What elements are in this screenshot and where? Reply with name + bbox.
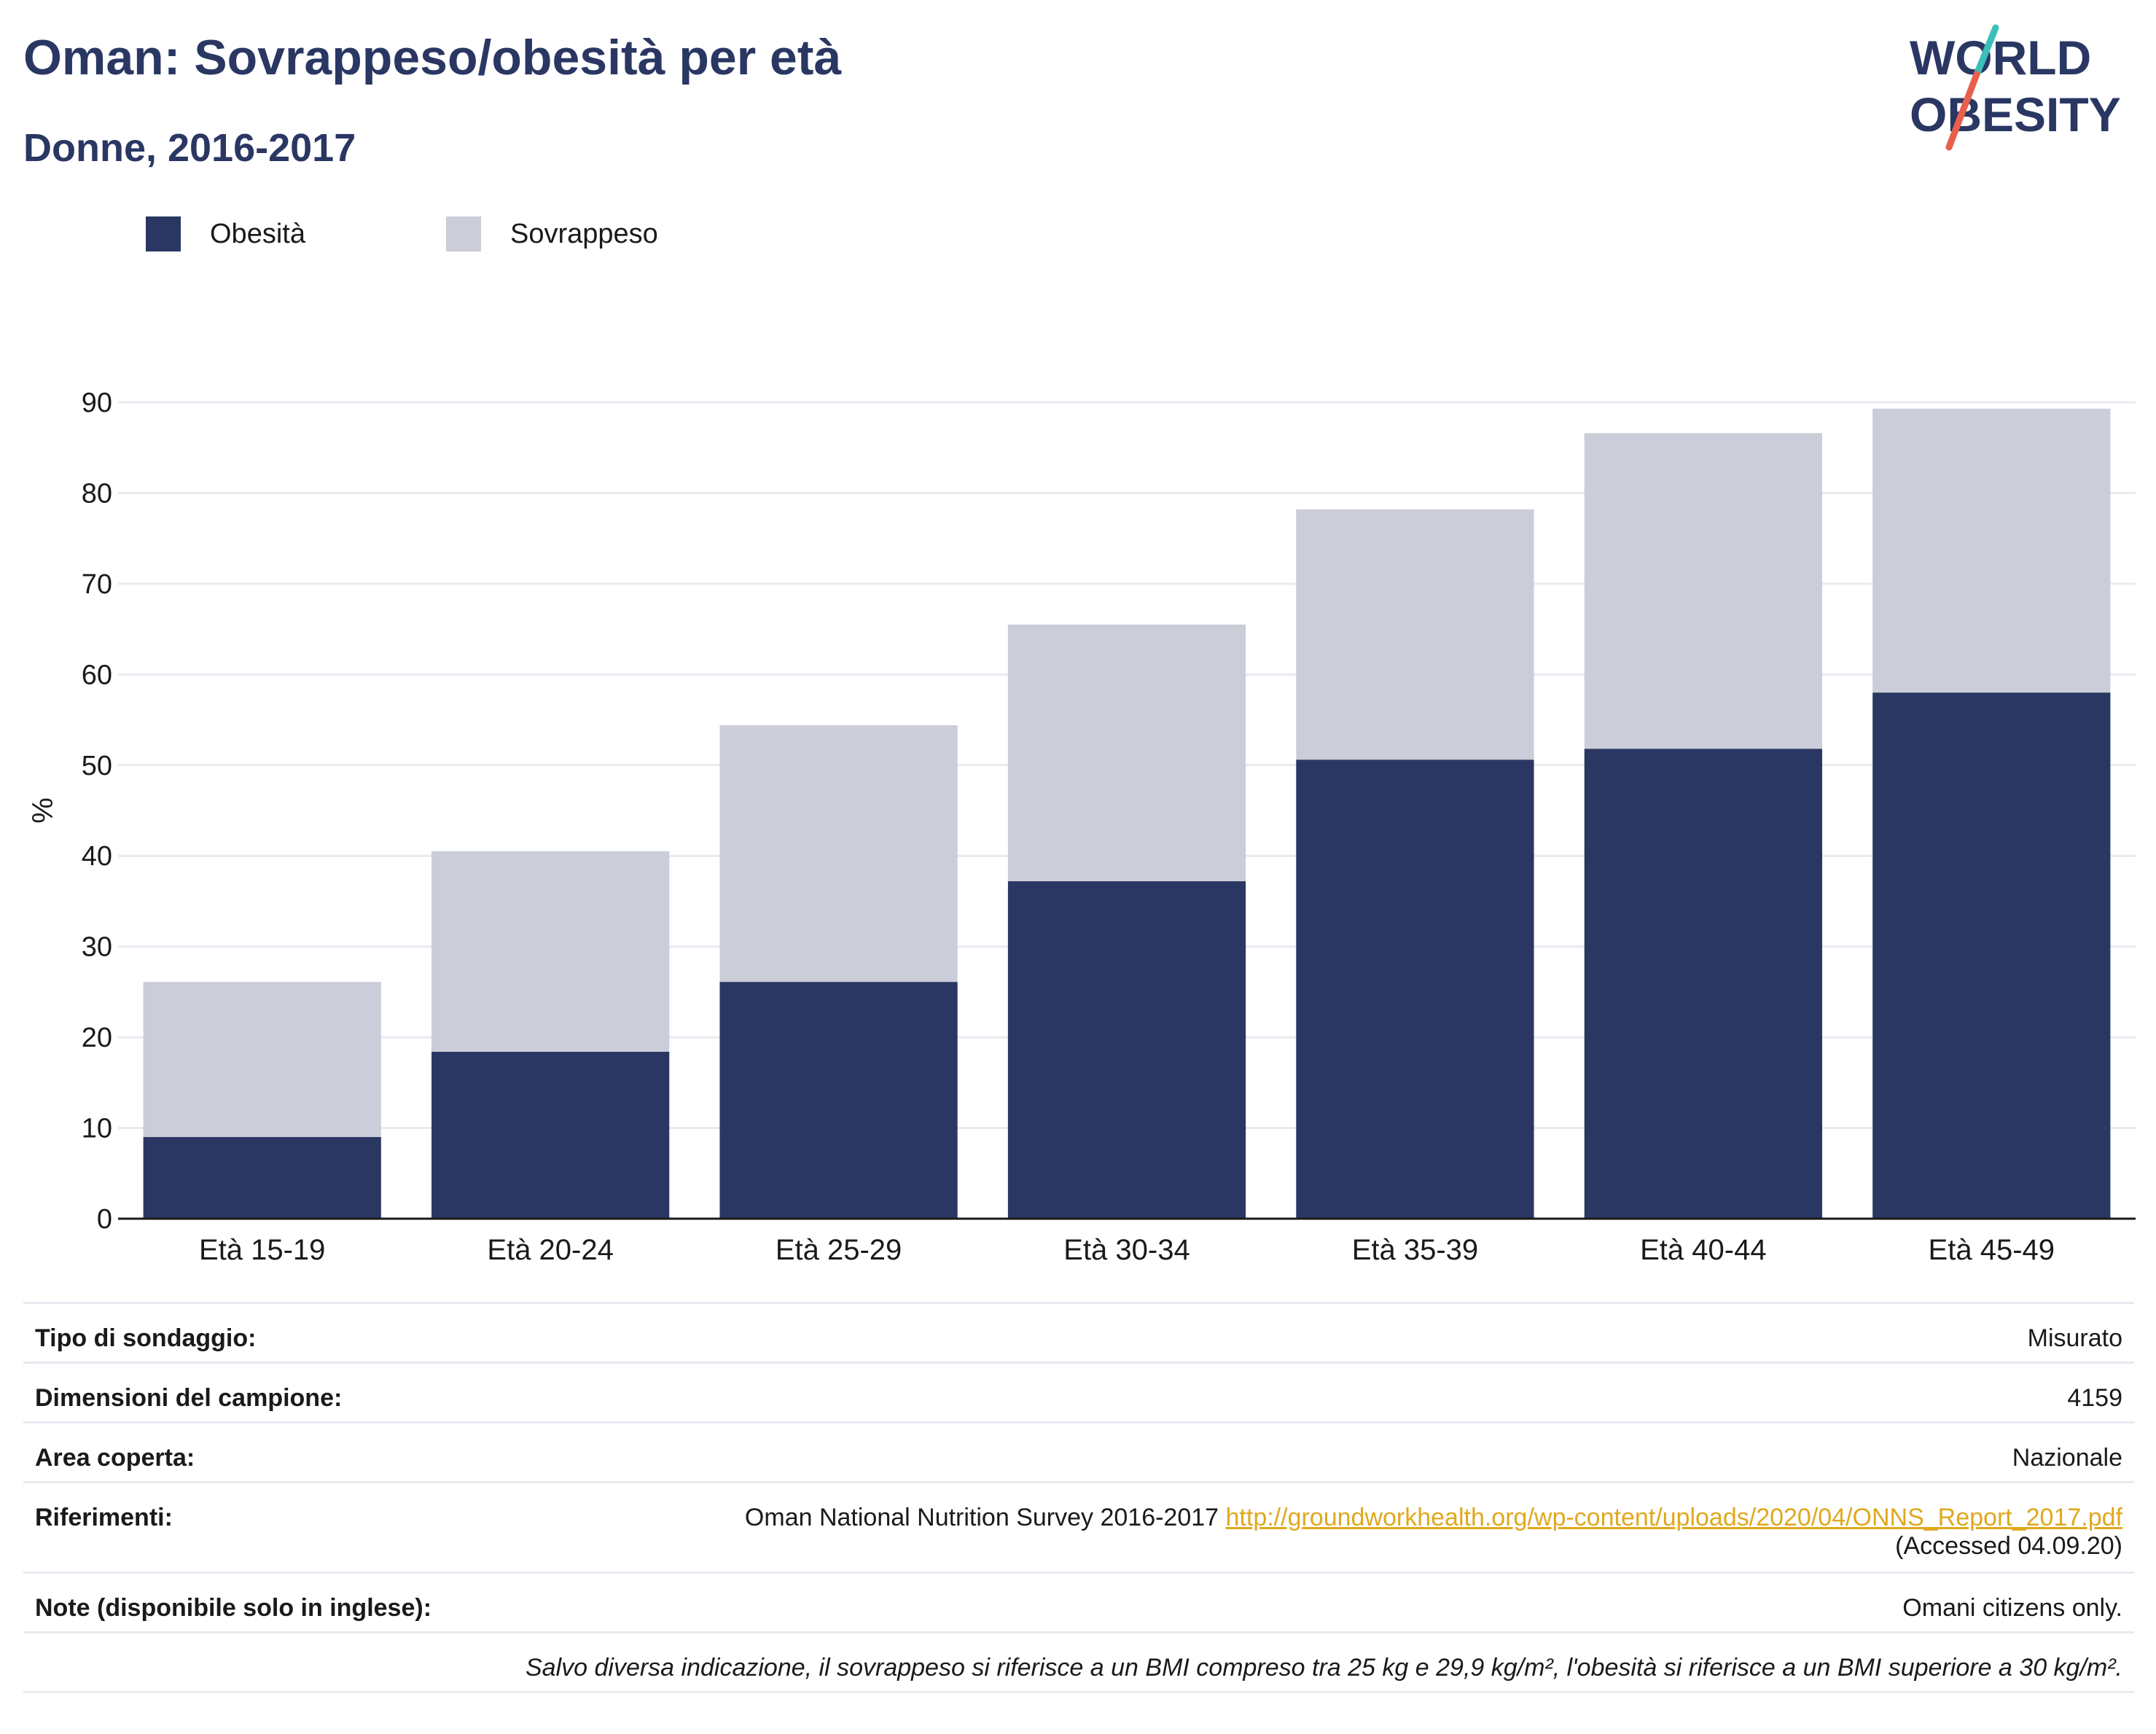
sample-size-label: Dimensioni del campione:: [35, 1384, 343, 1412]
y-tick-label: 30: [82, 932, 112, 963]
references-link[interactable]: http://groundworkhealth.org/wp-content/u…: [1225, 1504, 2122, 1531]
x-tick-label: Età 25-29: [776, 1234, 902, 1266]
y-tick-label: 0: [97, 1204, 112, 1235]
bar-overweight: [431, 851, 670, 1052]
y-tick-label: 60: [82, 660, 112, 690]
info-row-notes: Note (disponibile solo in inglese): Oman…: [23, 1574, 2134, 1633]
y-tick-label: 20: [82, 1023, 112, 1053]
bar-obesity: [719, 982, 958, 1219]
legend-swatch-obesity: [146, 216, 181, 251]
info-row-footnote: Salvo diversa indicazione, il sovrappeso…: [23, 1633, 2134, 1693]
y-tick-label: 40: [82, 841, 112, 872]
bar-obesity: [1584, 749, 1822, 1219]
survey-type-value: Misurato: [2027, 1324, 2122, 1352]
notes-value: Omani citizens only.: [1902, 1594, 2122, 1622]
bar-overweight: [143, 982, 381, 1137]
legend-label-overweight: Sovrappeso: [510, 218, 658, 249]
logo-line2: OBESITY: [1910, 87, 2121, 141]
notes-label: Note (disponibile solo in inglese):: [35, 1594, 432, 1622]
y-tick-label: 90: [82, 388, 112, 418]
bar-obesity: [143, 1137, 381, 1219]
x-tick-label: Età 45-49: [1929, 1234, 2055, 1266]
references-text: Oman National Nutrition Survey 2016-2017: [744, 1504, 1219, 1531]
logo-slash-red: [1945, 71, 1980, 151]
y-tick-label: 80: [82, 478, 112, 509]
bar-chart: 0 10 20 30 40 50 60 70 80 90% Età 15-19 Età 20-24 Et…: [27, 388, 2136, 1266]
bar-overweight: [1584, 433, 1822, 749]
x-tick-label: Età 35-39: [1352, 1234, 1478, 1266]
info-row-sample-size: Dimensioni del campione: 4159: [23, 1364, 2134, 1423]
x-tick-label: Età 15-19: [199, 1234, 325, 1266]
info-row-area: Area coperta: Nazionale: [23, 1423, 2134, 1483]
legend-swatch-overweight: [446, 216, 481, 251]
bar-obesity: [1296, 759, 1534, 1219]
y-tick-label: 70: [82, 569, 112, 600]
legend-label-obesity: Obesità: [210, 218, 305, 249]
chart-subtitle: Donne, 2016-2017: [23, 126, 356, 170]
y-tick-label: 50: [82, 751, 112, 781]
y-tick-label: 10: [82, 1114, 112, 1144]
bmi-footnote: Salvo diversa indicazione, il sovrappeso…: [525, 1654, 2122, 1682]
area-value: Nazionale: [2012, 1444, 2122, 1472]
chart-title: Oman: Sovrappeso/obesità per età: [23, 30, 842, 85]
references-value: Oman National Nutrition Survey 2016-2017…: [745, 1483, 2122, 1571]
logo-line1: WORLD: [1910, 31, 2091, 85]
bar-overweight: [1007, 624, 1246, 882]
references-label: Riferimenti:: [35, 1504, 173, 1531]
logo-slash-teal: [1973, 24, 1999, 78]
survey-info-table: Tipo di sondaggio: Misurato Dimensioni d…: [23, 1302, 2134, 1693]
area-label: Area coperta:: [35, 1444, 195, 1472]
bar-obesity: [1872, 692, 2111, 1219]
bar-obesity: [431, 1052, 670, 1219]
legend-item-overweight[interactable]: Sovrappeso: [446, 216, 658, 252]
bar-overweight: [1872, 408, 2111, 693]
sample-size-value: 4159: [2067, 1384, 2122, 1412]
bar-overweight: [719, 725, 958, 983]
bar-overweight: [1296, 509, 1534, 760]
x-tick-label: Età 30-34: [1063, 1234, 1190, 1266]
info-row-survey-type: Tipo di sondaggio: Misurato: [23, 1304, 2134, 1364]
info-row-references: Riferimenti: Oman National Nutrition Sur…: [23, 1483, 2134, 1574]
world-obesity-logo: WORLD OBESITY: [1910, 24, 2121, 151]
x-tick-label: Età 40-44: [1640, 1234, 1766, 1266]
references-accessed: (Accessed 04.09.20): [1895, 1532, 2122, 1560]
bar-obesity: [1007, 881, 1246, 1219]
y-axis-label: %: [27, 797, 59, 824]
x-tick-label: Età 20-24: [487, 1234, 613, 1266]
survey-type-label: Tipo di sondaggio:: [35, 1324, 257, 1352]
legend-item-obesity[interactable]: Obesità: [146, 216, 305, 252]
